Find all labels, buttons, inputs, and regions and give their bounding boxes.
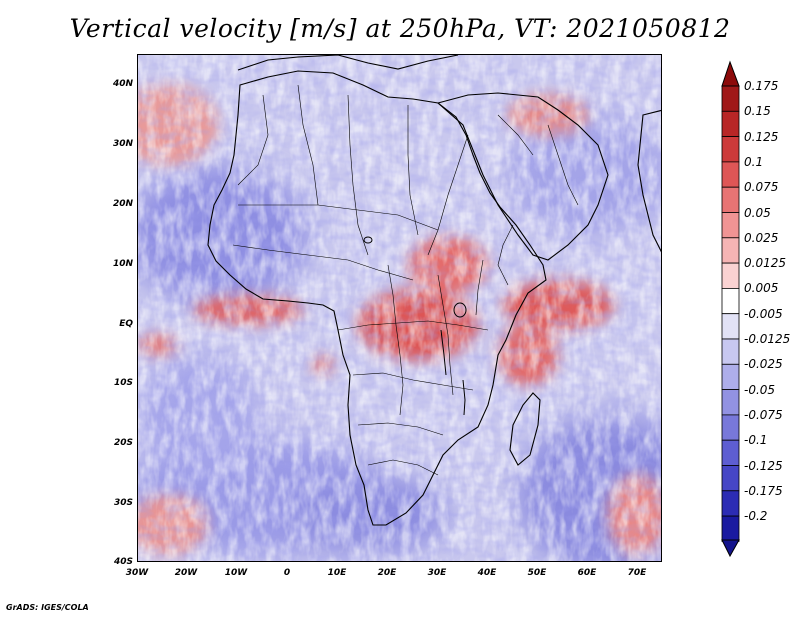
lat-label-30n: 30N xyxy=(112,139,133,149)
lat-label-40s: 40S xyxy=(113,557,133,567)
colorbar-level-label: -0.1 xyxy=(744,433,768,448)
madagascar-coastline xyxy=(509,392,541,466)
vertical-velocity-field xyxy=(138,55,661,561)
colorbar-swatch xyxy=(721,439,740,466)
map-panel xyxy=(137,54,662,562)
colorbar-level-label: 0.15 xyxy=(744,104,771,119)
colorbar-swatch xyxy=(721,110,740,138)
lakes xyxy=(363,236,467,416)
lake-victoria xyxy=(453,302,467,318)
colorbar-level-label: -0.05 xyxy=(744,382,776,397)
colorbar-swatch xyxy=(721,313,740,340)
lat-label-10n: 10N xyxy=(112,259,133,269)
lat-label-30s: 30S xyxy=(113,498,133,508)
colorbar-level-label: -0.005 xyxy=(744,306,783,321)
colorbar-swatch xyxy=(721,363,740,390)
lake-malawi xyxy=(462,379,466,416)
colorbar-swatch xyxy=(721,389,740,416)
colorbar-level-label: -0.025 xyxy=(744,357,783,372)
colorbar-level-label: 0.0125 xyxy=(744,256,786,271)
lat-label-20n: 20N xyxy=(112,199,133,209)
colorbar-swatch xyxy=(721,85,740,112)
lon-label-20e: 20E xyxy=(377,568,397,578)
colorbar-swatch xyxy=(721,186,740,213)
coastlines xyxy=(207,55,661,526)
lat-label-10s: 10S xyxy=(113,378,133,388)
lon-label-10w: 10W xyxy=(224,568,248,578)
colorbar-swatch xyxy=(721,161,740,188)
colorbar-level-label: 0.075 xyxy=(744,180,779,195)
lon-label-10e: 10E xyxy=(327,568,347,578)
colorbar-swatch xyxy=(721,414,740,441)
lake-chad xyxy=(363,236,373,244)
colorbar-level-label: -0.075 xyxy=(744,407,783,422)
chart-title: Vertical velocity [m/s] at 250hPa, VT: 2… xyxy=(69,14,731,43)
arabia-coastline xyxy=(436,92,609,261)
colorbar-swatch xyxy=(721,237,740,264)
colorbar-swatch xyxy=(721,490,740,517)
africa-coastline xyxy=(207,70,547,526)
lat-label-40n: 40N xyxy=(112,79,133,89)
colorbar-level-label: -0.0125 xyxy=(744,332,791,346)
colorbar-bottom-arrow xyxy=(721,539,740,558)
colorbar-swatch xyxy=(721,136,740,163)
colorbar-level-label: -0.125 xyxy=(744,458,783,473)
country-borders xyxy=(232,84,579,476)
lon-label-70e: 70E xyxy=(627,568,647,578)
colorbar-level-label: 0.005 xyxy=(744,281,779,296)
colorbar-level-label: 0.025 xyxy=(744,230,779,245)
colorbar-level-label: 0.175 xyxy=(744,79,779,93)
lat-label-eq: EQ xyxy=(119,319,133,329)
lon-label-60e: 60E xyxy=(577,568,597,578)
colorbar-top-arrow xyxy=(721,60,740,87)
colorbar-level-label: 0.05 xyxy=(744,205,771,220)
india-coastline xyxy=(637,109,661,253)
colorbar-level-label: -0.2 xyxy=(744,509,768,524)
colorbar-swatch xyxy=(721,465,740,492)
lon-label-0: 0 xyxy=(283,568,291,578)
colorbar-level-label: 0.125 xyxy=(744,129,779,144)
lon-label-40e: 40E xyxy=(477,568,497,578)
colorbar-swatch xyxy=(721,338,740,365)
lon-label-50e: 50E xyxy=(527,568,547,578)
colorbar-swatch xyxy=(721,287,740,315)
lon-label-30w: 30W xyxy=(125,568,149,578)
europe-coastline xyxy=(237,55,459,71)
lake-tanganyika xyxy=(440,329,447,376)
footer-credit: GrADS: IGES/COLA xyxy=(6,603,89,612)
colorbar-swatch xyxy=(721,262,740,289)
lat-label-20s: 20S xyxy=(113,438,133,448)
colorbar-level-label: -0.175 xyxy=(744,483,783,498)
texture-blue xyxy=(138,55,661,561)
colorbar-swatch xyxy=(721,515,740,542)
lon-label-20w: 20W xyxy=(174,568,198,578)
colorbar-level-label: 0.1 xyxy=(744,154,764,169)
lon-label-30e: 30E xyxy=(427,568,447,578)
colorbar-swatch xyxy=(721,212,740,239)
